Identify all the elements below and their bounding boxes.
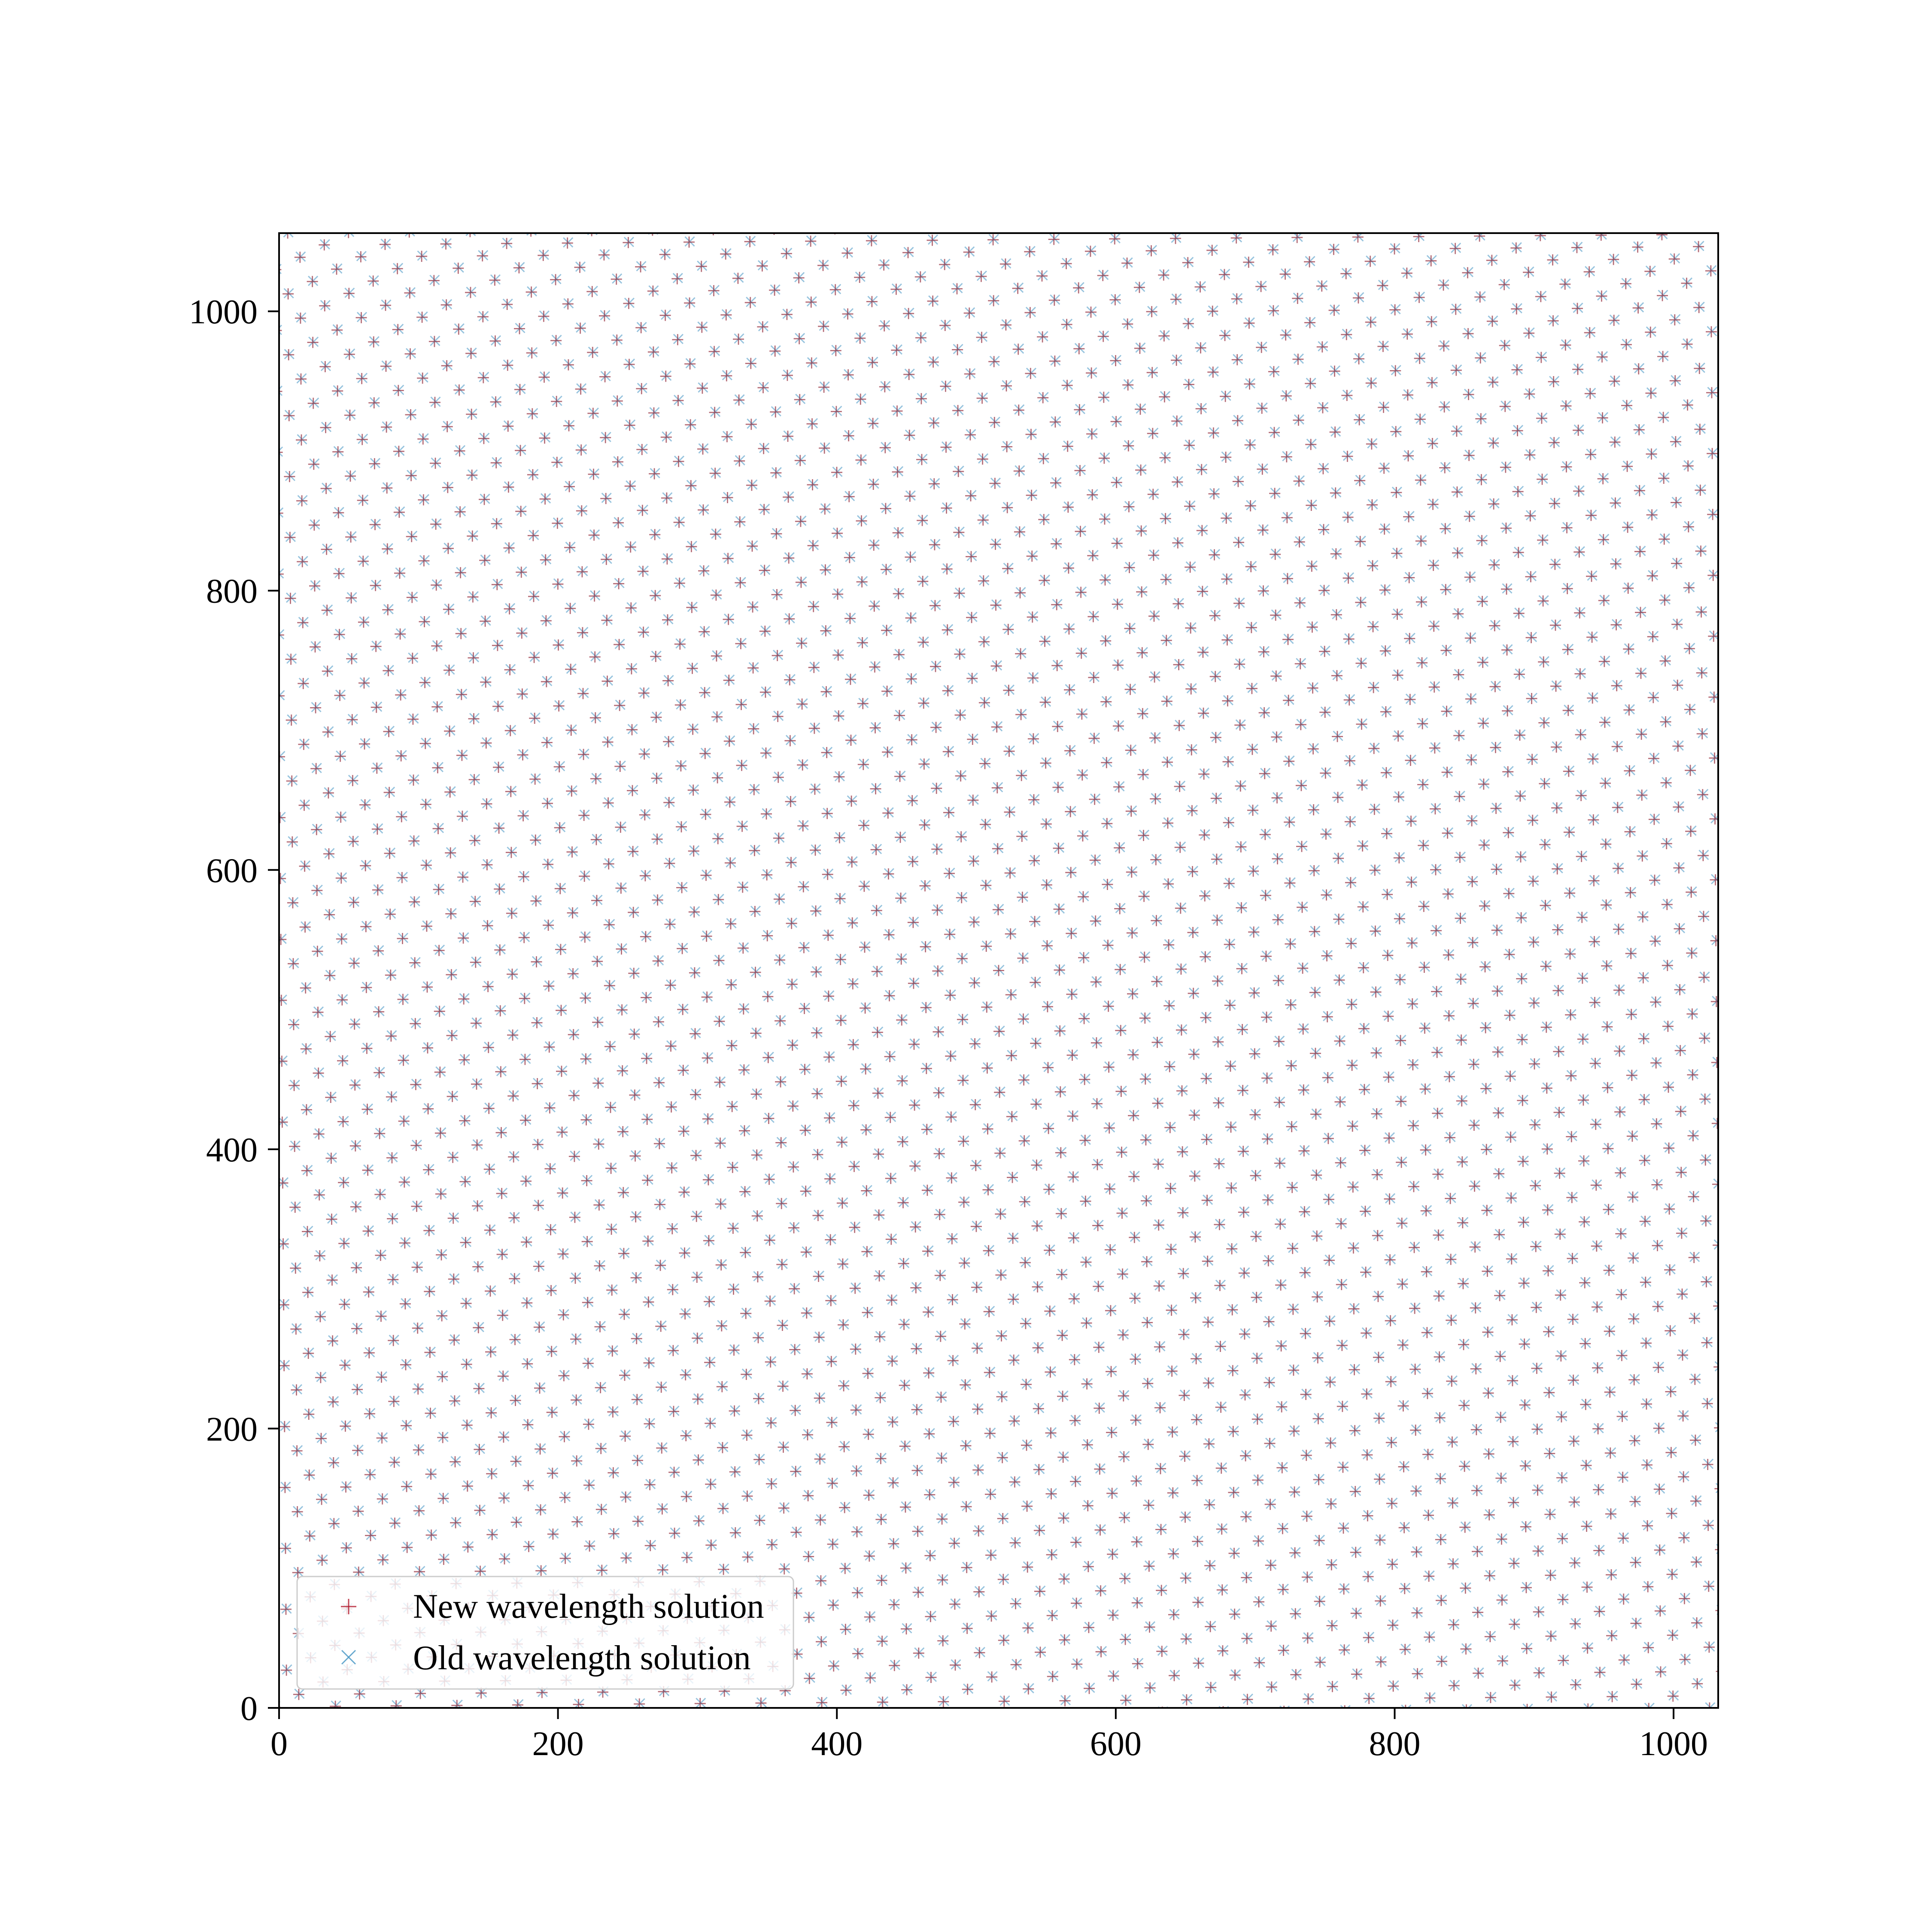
new-solution-points-overlap xyxy=(279,233,1718,1708)
y-tick-label: 0 xyxy=(240,1690,258,1728)
legend-label-old: Old wavelength solution xyxy=(413,1639,751,1677)
y-axis: 0 200 400 600 800 1000 xyxy=(189,293,279,1728)
legend-marker-old xyxy=(341,1649,356,1665)
new-solution-points xyxy=(279,233,1718,1708)
y-tick-label: 400 xyxy=(206,1131,258,1169)
x-tick-label: 400 xyxy=(811,1725,863,1763)
x-axis: 0 200 400 600 800 1000 xyxy=(270,1708,1708,1763)
legend-marker-new xyxy=(341,1599,356,1614)
y-tick-label: 800 xyxy=(206,573,258,611)
legend: New wavelength solution Old wavelength s… xyxy=(296,1576,794,1690)
legend-box xyxy=(296,1576,794,1690)
x-tick-label: 200 xyxy=(532,1725,584,1763)
x-tick-label: 800 xyxy=(1369,1725,1420,1763)
series-new-wavelength-solution xyxy=(279,233,1718,1708)
plot-frame xyxy=(278,232,1719,1709)
y-tick-label: 600 xyxy=(206,852,258,890)
y-tick-label: 1000 xyxy=(189,293,258,331)
plot-area xyxy=(279,233,1718,1708)
x-tick-label: 0 xyxy=(270,1725,288,1763)
y-tick-label: 200 xyxy=(206,1410,258,1448)
x-tick-label: 600 xyxy=(1090,1725,1142,1763)
x-tick-label: 1000 xyxy=(1639,1725,1708,1763)
legend-label-new: New wavelength solution xyxy=(413,1588,764,1625)
